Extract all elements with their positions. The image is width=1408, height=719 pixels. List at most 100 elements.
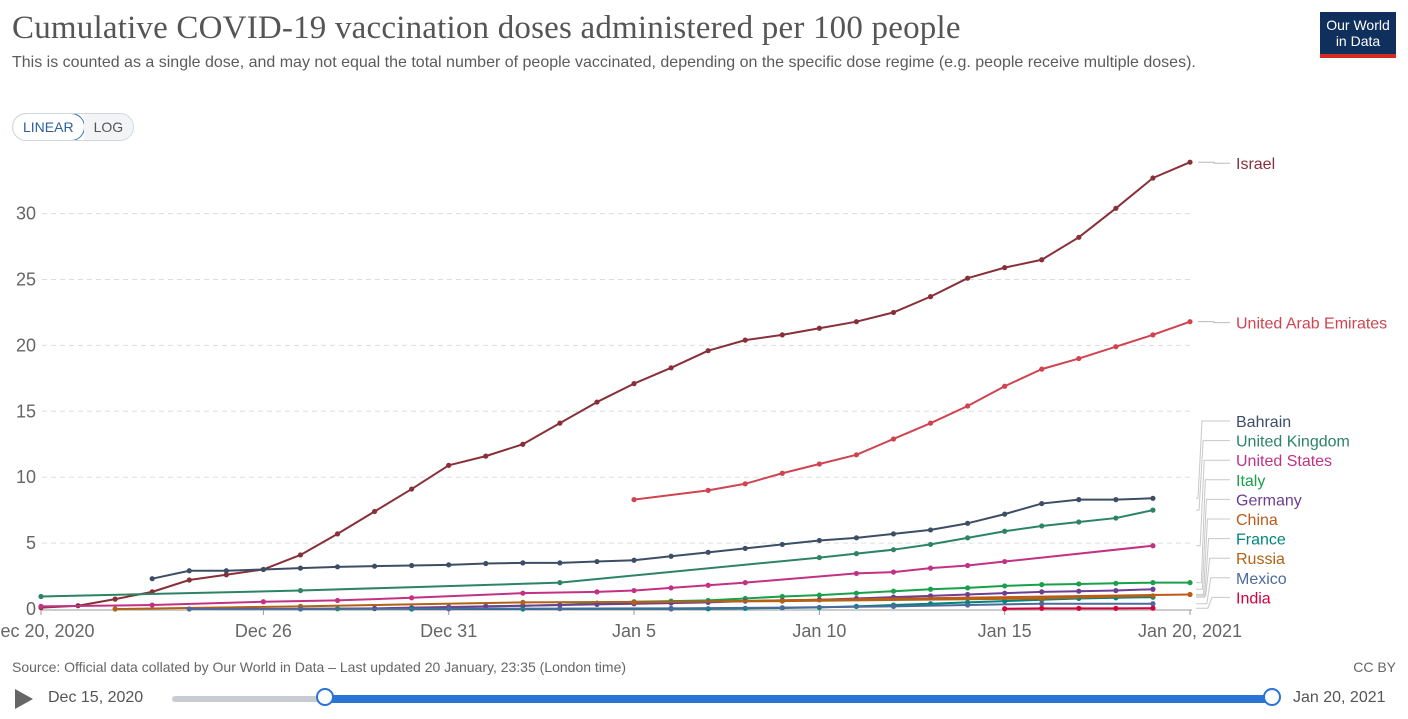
data-point	[1113, 205, 1119, 211]
x-tick-label: Jan 15	[978, 621, 1032, 641]
data-point	[371, 508, 378, 515]
data-point	[557, 602, 563, 608]
data-point	[779, 541, 785, 548]
logo-line-1: Our World	[1326, 17, 1390, 33]
owid-logo[interactable]: Our World in Data	[1320, 12, 1396, 58]
data-point	[594, 558, 600, 565]
data-point	[1150, 593, 1156, 599]
legend-connector	[1196, 577, 1230, 605]
license-link[interactable]: CC BY	[1353, 659, 1396, 675]
data-point	[297, 552, 304, 558]
data-point	[446, 562, 452, 568]
legend-connector	[1198, 321, 1230, 324]
data-point	[631, 497, 637, 503]
legend-label-france: France	[1236, 532, 1286, 549]
data-point	[927, 565, 934, 571]
data-point	[297, 587, 304, 594]
data-point	[1039, 589, 1045, 595]
timeline-end-handle[interactable]	[1263, 688, 1281, 706]
data-point	[1150, 507, 1156, 513]
data-point	[297, 565, 304, 571]
legend-label-russia: Russia	[1236, 551, 1285, 568]
data-point	[594, 399, 600, 405]
data-point	[1150, 543, 1156, 549]
data-point	[1076, 497, 1082, 503]
data-point	[890, 547, 897, 553]
data-point	[927, 294, 934, 300]
play-icon[interactable]	[15, 689, 33, 709]
data-point	[1113, 587, 1119, 594]
data-point	[186, 606, 192, 612]
data-point	[1039, 595, 1045, 602]
y-tick-label: 20	[16, 335, 36, 355]
legend-label-bahrain: Bahrain	[1236, 414, 1291, 431]
data-point	[816, 325, 822, 331]
data-point	[1187, 580, 1193, 586]
chart-subtitle: This is counted as a single dose, and ma…	[12, 54, 1196, 71]
data-point	[112, 606, 118, 612]
data-point	[742, 481, 748, 487]
scale-toggle: LINEAR LOG	[12, 113, 135, 141]
legend-label-mexico: Mexico	[1236, 571, 1287, 588]
data-point	[705, 487, 711, 493]
data-point	[965, 535, 971, 541]
data-point	[668, 553, 674, 559]
data-point	[1076, 519, 1082, 525]
data-point	[779, 598, 785, 604]
legend-label-united-states: United States	[1236, 453, 1332, 470]
legend-connector	[1198, 161, 1230, 164]
legend-connector	[1196, 479, 1230, 584]
data-point	[890, 569, 897, 575]
data-point	[594, 601, 600, 607]
legend-label-india: India	[1236, 590, 1271, 607]
data-point	[927, 527, 934, 533]
data-point	[1039, 601, 1045, 607]
data-point	[1039, 500, 1045, 507]
data-point	[446, 462, 452, 468]
data-point	[890, 531, 897, 537]
legend-connector	[1196, 459, 1230, 547]
data-point	[965, 585, 971, 591]
data-point	[890, 309, 897, 316]
legend-label-china: China	[1236, 512, 1278, 529]
legend-connector	[1196, 596, 1230, 609]
data-point	[1002, 583, 1008, 589]
data-point	[1002, 511, 1008, 517]
data-point	[853, 551, 860, 557]
data-point	[779, 470, 785, 476]
data-point	[1187, 591, 1193, 598]
data-point	[816, 461, 822, 467]
linear-scale-button[interactable]: LINEAR	[13, 114, 85, 140]
data-point	[483, 560, 489, 567]
data-point	[927, 586, 934, 592]
data-point	[1076, 234, 1082, 240]
data-point	[1150, 332, 1156, 338]
data-point	[1150, 175, 1156, 181]
data-point	[668, 585, 674, 591]
timeline-selected-range[interactable]	[325, 695, 1272, 703]
data-point	[371, 563, 378, 569]
data-point	[927, 420, 934, 426]
data-point	[668, 365, 674, 371]
data-point	[1150, 580, 1156, 586]
timeline-start-handle[interactable]	[316, 688, 334, 706]
x-tick-label: Jan 5	[612, 621, 656, 641]
data-point	[890, 436, 897, 442]
data-point	[1076, 588, 1082, 594]
chart-title: Cumulative COVID-19 vaccination doses ad…	[12, 10, 961, 46]
data-point	[1039, 582, 1045, 588]
legend-connector	[1196, 440, 1230, 511]
data-point	[1113, 344, 1119, 350]
log-scale-button[interactable]: LOG	[83, 114, 134, 140]
data-point	[557, 606, 563, 612]
legend: Israel United Arab Emirates Bahrain United …	[1196, 156, 1387, 609]
data-point	[297, 606, 304, 612]
data-point	[557, 420, 563, 426]
data-point	[965, 403, 971, 409]
data-point	[1039, 523, 1045, 529]
legend-label-germany: Germany	[1236, 492, 1302, 509]
timeline-end-label: Jan 20, 2021	[1293, 689, 1386, 706]
data-point	[409, 595, 415, 601]
data-point	[1150, 605, 1156, 611]
series-line-united-kingdom	[40, 509, 1154, 598]
